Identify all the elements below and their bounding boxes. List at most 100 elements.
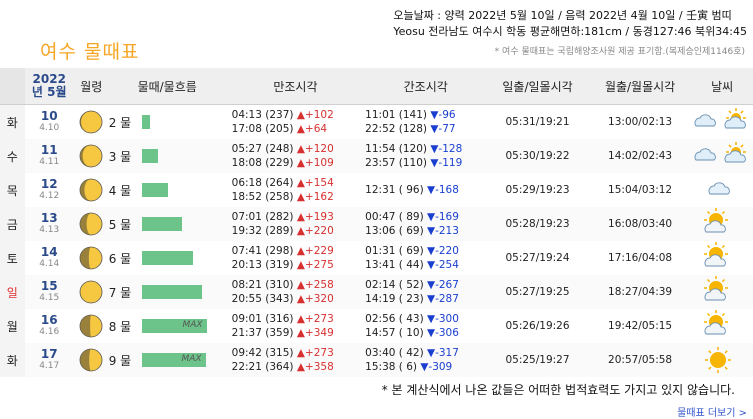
- solar-day: 13: [40, 211, 58, 225]
- solar-day: 15: [40, 279, 58, 293]
- weather-icon: [691, 207, 753, 241]
- high-tide-cell: 07:01 (282) ▲+193 19:32 (289) ▲+220: [226, 207, 366, 241]
- lunar-date: 4.12: [39, 191, 60, 201]
- table-header: 2022년 5월 월령 물때/물흐름 만조시각 간조시각 일출/일몰시각 월출/…: [0, 68, 753, 105]
- high-tide-1: 05:27 (248): [231, 143, 294, 155]
- flow-bar: [141, 207, 226, 241]
- flow-bar: [141, 173, 226, 207]
- low-tide-1-diff: ▼-300: [427, 313, 459, 325]
- day-of-week: 일: [0, 275, 25, 309]
- lunar-date: 4.16: [39, 327, 60, 337]
- lunar-date: 4.10: [39, 123, 60, 133]
- high-tide-cell: 04:13 (237) ▲+102 17:08 (205) ▲+64: [226, 105, 366, 140]
- date-cell: 10 4.10: [25, 105, 74, 140]
- date-cell: 11 4.11: [25, 139, 74, 173]
- max-label: MAX: [181, 354, 202, 364]
- high-tide-2: 18:08 (229): [231, 157, 294, 169]
- high-tide-1: 04:13 (237): [231, 109, 294, 121]
- high-tide-1: 07:01 (282): [231, 211, 294, 223]
- flow-bar-fill: [141, 149, 158, 163]
- high-tide-cell: 08:21 (310) ▲+258 20:55 (343) ▲+320: [226, 275, 366, 309]
- lunar-date: 4.13: [39, 225, 60, 235]
- low-tide-cell: 02:14 ( 52) ▼-267 14:19 ( 23) ▼-287: [365, 275, 486, 309]
- low-tide-1: 02:14 ( 52): [365, 279, 424, 291]
- high-tide-2-diff: ▲+64: [296, 123, 328, 135]
- flow-bar: [141, 105, 226, 140]
- tide-label: 9 물: [108, 353, 132, 368]
- high-tide-2-diff: ▲+275: [296, 259, 334, 271]
- high-tide-2-diff: ▲+349: [296, 327, 334, 339]
- high-tide-2-diff: ▲+320: [296, 293, 334, 305]
- high-tide-2-diff: ▲+220: [296, 225, 334, 237]
- low-tide-1-diff: ▼-96: [430, 109, 456, 121]
- flow-bar-fill: MAX: [141, 353, 206, 367]
- weather-icon: [691, 139, 753, 173]
- flow-bar: [141, 241, 226, 275]
- header-sun: 일출/일몰시각: [486, 68, 589, 105]
- low-tide-2: 13:06 ( 69): [365, 225, 424, 237]
- date-cell: 12 4.12: [25, 173, 74, 207]
- low-tide-cell: 02:56 ( 43) ▼-300 14:57 ( 10) ▼-306: [365, 309, 486, 343]
- sunrise-sunset: 05:27/19:25: [505, 286, 570, 298]
- lunar-date: 4.14: [39, 259, 60, 269]
- high-tide-1-diff: ▲+102: [296, 109, 334, 121]
- high-tide-1-diff: ▲+120: [296, 143, 334, 155]
- info-line-2: Yeosu 전라남도 여수시 학동 평균해면하:181cm / 동경127:46…: [393, 25, 747, 38]
- flow-bar-fill: [141, 217, 182, 231]
- tide-label: 7 물: [108, 285, 132, 300]
- moon-phase-icon: [74, 139, 109, 173]
- high-tide-2-diff: ▲+162: [296, 191, 334, 203]
- high-tide-2: 20:13 (319): [231, 259, 294, 271]
- high-tide-1-diff: ▲+193: [296, 211, 334, 223]
- lunar-date: 4.17: [39, 361, 60, 371]
- flow-bar-fill: [141, 285, 202, 299]
- lunar-date: 4.11: [39, 157, 60, 167]
- flow-bar: [141, 139, 226, 173]
- low-tide-2-diff: ▼-213: [427, 225, 459, 237]
- table-row: 일 15 4.15 7 물 08:21 (310) ▲+258 20:55 (3…: [0, 275, 753, 309]
- low-tide-1: 11:54 (120): [365, 143, 428, 155]
- high-tide-1: 09:42 (315): [231, 347, 294, 359]
- low-tide-cell: 03:40 ( 42) ▼-317 15:38 ( 6) ▼-309: [365, 343, 486, 377]
- low-tide-2: 15:38 ( 6): [365, 361, 417, 373]
- weather-icon: [691, 343, 753, 377]
- low-tide-cell: 12:31 ( 96) ▼-168: [365, 173, 486, 207]
- moonrise-moonset: 20:57/05:58: [608, 354, 673, 366]
- high-tide-cell: 06:18 (264) ▲+154 18:52 (258) ▲+162: [226, 173, 366, 207]
- day-of-week: 목: [0, 173, 25, 207]
- sunrise-sunset: 05:30/19:22: [505, 150, 570, 162]
- high-tide-1-diff: ▲+273: [296, 347, 334, 359]
- header-high: 만조시각: [225, 68, 366, 105]
- tide-label: 4 물: [108, 183, 132, 198]
- low-tide-cell: 11:54 (120) ▼-128 23:57 (110) ▼-119: [365, 139, 486, 173]
- high-tide-1: 08:21 (310): [231, 279, 294, 291]
- table-row: 토 14 4.14 6 물 07:41 (298) ▲+229 20:13 (3…: [0, 241, 753, 275]
- solar-day: 14: [40, 245, 58, 259]
- source-note: * 여수 물때표는 국립해양조사원 제공 표기함.(복제승인제1146호): [494, 47, 745, 57]
- tide-label: 6 물: [108, 251, 132, 266]
- table-row: 화 17 4.17 9 물 MAX 09:42 (315) ▲+273 22:2…: [0, 343, 753, 377]
- moonrise-moonset: 19:42/05:15: [608, 320, 673, 332]
- tide-label: 2 물: [108, 115, 132, 130]
- table-row: 목 12 4.12 4 물 06:18 (264) ▲+154 18:52 (2…: [0, 173, 753, 207]
- low-tide-1: 00:47 ( 89): [365, 211, 424, 223]
- low-tide-2: 22:52 (128): [365, 123, 428, 135]
- table-row: 수 11 4.11 3 물 05:27 (248) ▲+120 18:08 (2…: [0, 139, 753, 173]
- tide-table: 2022년 5월 월령 물때/물흐름 만조시각 간조시각 일출/일몰시각 월출/…: [0, 68, 753, 377]
- more-link[interactable]: 물때표 더보기 >: [677, 408, 747, 419]
- low-tide-2: 23:57 (110): [365, 157, 428, 169]
- low-tide-1: 03:40 ( 42): [365, 347, 424, 359]
- high-tide-1: 06:18 (264): [231, 177, 294, 189]
- low-tide-1-diff: ▼-168: [427, 184, 459, 196]
- solar-day: 17: [40, 347, 58, 361]
- day-of-week: 토: [0, 241, 25, 275]
- high-tide-2: 21:37 (359): [231, 327, 294, 339]
- low-tide-2: 13:41 ( 44): [365, 259, 424, 271]
- low-tide-1-diff: ▼-220: [427, 245, 459, 257]
- high-tide-cell: 09:01 (316) ▲+273 21:37 (359) ▲+349: [226, 309, 366, 343]
- disclaimer: * 본 계산식에서 나온 값들은 어떠한 법적효력도 가지고 있지 않습니다.: [381, 383, 735, 397]
- low-tide-1: 01:31 ( 69): [365, 245, 424, 257]
- day-of-week: 금: [0, 207, 25, 241]
- high-tide-1-diff: ▲+258: [296, 279, 334, 291]
- high-tide-cell: 09:42 (315) ▲+273 22:21 (364) ▲+358: [226, 343, 366, 377]
